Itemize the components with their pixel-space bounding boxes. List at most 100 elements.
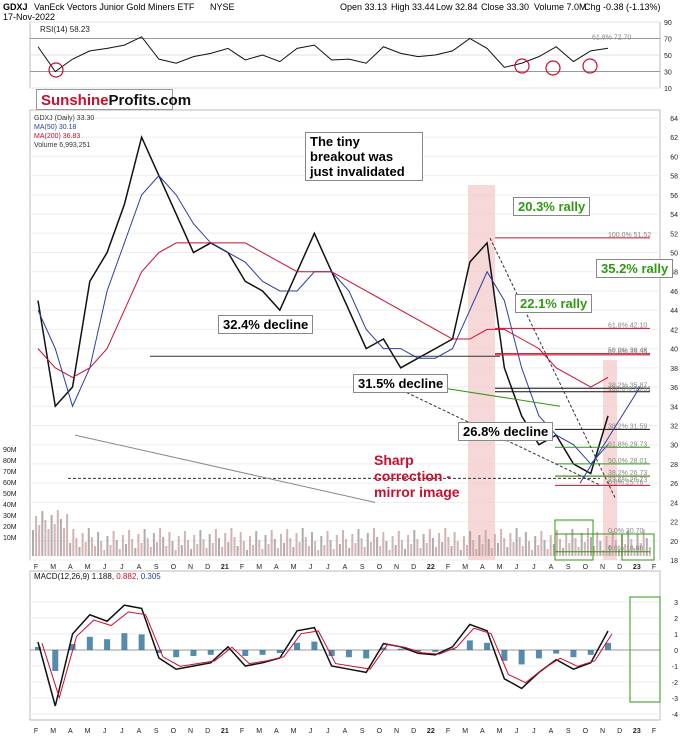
month-tick-label: O	[171, 728, 177, 735]
volume-bar	[369, 542, 372, 556]
volume-bar	[301, 528, 304, 556]
price-tick-label: 64	[670, 116, 678, 123]
volume-bar	[475, 549, 478, 556]
macd-histogram-bar	[138, 634, 145, 650]
volume-bar	[69, 543, 72, 556]
month-tick-label: A	[274, 728, 279, 735]
volume-bar	[121, 535, 124, 556]
price-tick-label: 24	[670, 500, 678, 507]
month-tick-label: A	[68, 564, 73, 571]
price-tick-label: 38	[670, 366, 678, 373]
volume-bar	[146, 538, 149, 556]
volume-bar	[134, 548, 137, 556]
chart-date: 17-Nov-2022	[3, 12, 56, 22]
rsi-circle	[48, 62, 64, 78]
price-tick-label: 42	[670, 327, 678, 334]
macd-tick-label: -1	[672, 664, 678, 671]
volume-bar	[500, 529, 503, 556]
volume-bar	[224, 533, 227, 556]
macd-histogram-bar	[242, 650, 249, 656]
volume-bar	[590, 537, 592, 556]
macd-histogram-bar	[449, 648, 456, 650]
month-tick-label: J	[515, 728, 519, 735]
rally-callout-1: 20.3% rally	[513, 197, 591, 216]
volume-bar	[81, 533, 84, 556]
month-tick-label: S	[360, 564, 365, 571]
volume-bar	[72, 529, 75, 556]
month-tick-label: N	[394, 728, 399, 735]
volume-bar	[326, 531, 329, 556]
macd-histogram-bar	[380, 647, 387, 650]
macd-histogram-bar	[173, 650, 180, 658]
volume-bar	[261, 549, 264, 556]
volume-bar	[630, 539, 633, 556]
volume-bar	[227, 542, 230, 556]
volume-bar	[267, 544, 270, 556]
volume-bar	[428, 529, 431, 556]
volume-bar	[156, 542, 158, 556]
fib-level-label: 61.8% 42.10	[608, 322, 647, 329]
volume-bar	[431, 538, 434, 556]
volume-bar	[218, 538, 220, 556]
volume-bar	[273, 539, 276, 556]
volume-bar	[295, 533, 298, 556]
rsi-circle	[514, 58, 530, 74]
sharp-correction-note: Sharp correction - mirror image	[374, 452, 460, 500]
volume-bar	[304, 537, 307, 556]
month-tick-label: F	[652, 564, 656, 571]
price-tick-label: 36	[670, 385, 678, 392]
month-tick-label: J	[532, 564, 536, 571]
volume-bar	[472, 540, 475, 556]
volume-bar	[230, 528, 233, 556]
macd-histogram-bar	[207, 650, 214, 655]
price-tick-label: 60	[670, 154, 678, 161]
volume-bar	[484, 530, 487, 556]
volume-bar	[94, 546, 96, 556]
volume-bar	[162, 537, 165, 556]
volume-bar	[509, 533, 512, 556]
rsi-tick-label: 70	[664, 37, 672, 44]
sharp-correction-leader	[74, 434, 376, 503]
month-tick-label: M	[50, 564, 56, 571]
volume-bar	[32, 530, 34, 556]
volume-bar	[338, 544, 341, 556]
volume-bar	[199, 530, 202, 556]
close-value: Close 33.30	[481, 2, 530, 12]
month-tick-label: M	[497, 728, 503, 735]
macd-histogram-bar	[225, 648, 231, 650]
volume-bar	[555, 530, 558, 556]
volume-bar	[391, 536, 394, 556]
volume-bar	[258, 540, 261, 556]
month-tick-label: 23	[633, 564, 641, 571]
macd-histogram-bar	[35, 647, 41, 650]
month-tick-label: J	[326, 728, 330, 735]
month-tick-label: M	[85, 728, 91, 735]
price-tick-label: 28	[670, 462, 678, 469]
logo-profits: Profits.com	[108, 92, 192, 109]
volume-bar	[493, 534, 496, 556]
volume-tick-label: 90M	[3, 447, 17, 454]
fib-level-label: 23.6% 26.73	[608, 477, 647, 484]
month-tick-label: O	[377, 564, 383, 571]
volume-bar	[410, 544, 413, 556]
volume-bar	[444, 528, 447, 556]
month-tick-label: F	[34, 564, 38, 571]
fib-level-label: 0.0% 18.86	[608, 546, 644, 553]
volume-bar	[59, 519, 62, 556]
volume-bar	[112, 531, 115, 556]
macd-tick-label: -3	[672, 696, 678, 703]
resistance-trendline	[489, 237, 616, 498]
volume-bar	[645, 538, 648, 556]
volume-bar	[118, 549, 121, 556]
price-tick-label: 50	[670, 251, 678, 258]
rsi-label: RSI(14) 58.23	[40, 25, 90, 34]
volume-tick-label: 30M	[3, 513, 17, 520]
volume-bar	[580, 533, 583, 556]
volume-bar	[419, 548, 422, 556]
macd-histogram-bar	[535, 650, 542, 659]
volume-bar	[425, 543, 428, 556]
volume-bar	[47, 529, 50, 556]
month-tick-label: A	[137, 728, 142, 735]
volume-bar	[171, 541, 174, 556]
